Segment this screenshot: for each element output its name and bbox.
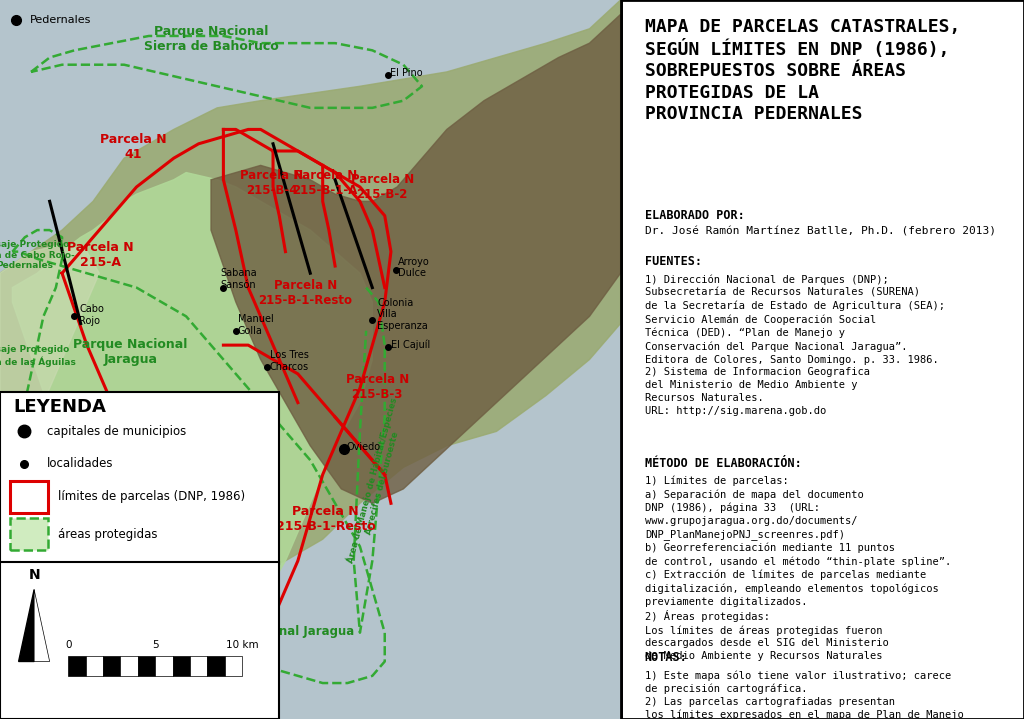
Text: Parque Nacional
Sierra de Bahoruco: Parque Nacional Sierra de Bahoruco: [143, 25, 279, 53]
Text: Manuel
Golla: Manuel Golla: [238, 314, 273, 336]
Text: Parcela N
215-A: Parcela N 215-A: [153, 436, 219, 463]
Bar: [172, 656, 189, 676]
Text: Paisaje Protegido
Bahía de las Águilas: Paisaje Protegido Bahía de las Águilas: [0, 345, 76, 367]
Text: Parcela N
215-B-3: Parcela N 215-B-3: [346, 373, 409, 400]
Text: Parcela N
41: Parcela N 41: [100, 134, 167, 161]
Text: El Pino: El Pino: [390, 68, 422, 78]
Text: Parcela N
215-B-1-Resto: Parcela N 215-B-1-Resto: [275, 505, 376, 533]
Text: NOTAS:: NOTAS:: [645, 651, 687, 664]
Bar: [121, 656, 138, 676]
Text: Oviedo: Oviedo: [346, 442, 380, 452]
Text: Parque Nacional
Jaragua: Parque Nacional Jaragua: [79, 644, 187, 672]
Text: Parcela N
215-B-2: Parcela N 215-B-2: [350, 173, 414, 201]
Text: localidades: localidades: [46, 457, 113, 470]
Text: Área de Manejo de Hábitat/Especies
Arrecifes del Suroeste: Área de Manejo de Hábitat/Especies Arrec…: [344, 397, 409, 567]
Polygon shape: [0, 244, 99, 475]
Text: ELABORADO POR:: ELABORADO POR:: [645, 209, 744, 221]
Text: MAPA DE PARCELAS CATASTRALES,
SEGÚN LÍMITES EN DNP (1986),
SOBREPUESTOS SOBRE ÁR: MAPA DE PARCELAS CATASTRALES, SEGÚN LÍMI…: [645, 18, 961, 123]
Text: Parcela N
215-B-1-A: Parcela N 215-B-1-A: [293, 170, 357, 197]
Text: áreas protegidas: áreas protegidas: [58, 528, 158, 541]
Polygon shape: [211, 14, 621, 503]
Text: N: N: [29, 569, 40, 582]
Text: 0: 0: [65, 640, 72, 650]
Polygon shape: [18, 590, 34, 661]
Text: 1) Dirección Nacional de Parques (DNP);
Subsecretaría de Recursos Naturales (SUR: 1) Dirección Nacional de Parques (DNP); …: [645, 275, 945, 416]
Text: 1) Este mapa sólo tiene valor ilustrativo; carece
de precisión cartográfica.
2) : 1) Este mapa sólo tiene valor ilustrativ…: [645, 670, 964, 719]
Bar: [10, 481, 48, 513]
Text: Paisaje Protegido
Playa de Cabo Rojo-
Pedernales: Paisaje Protegido Playa de Cabo Rojo- Pe…: [0, 240, 75, 270]
Text: Paisaje
Protegido
Playa Larga: Paisaje Protegido Playa Larga: [51, 506, 111, 536]
Text: Parcela N
215-A: Parcela N 215-A: [230, 446, 266, 510]
Text: Paisaje
Protegido
Playa Blanca: Paisaje Protegido Playa Blanca: [138, 553, 203, 583]
Bar: [103, 656, 121, 676]
Bar: [0, 392, 280, 564]
Text: Parque Nacional Jaragua: Parque Nacional Jaragua: [191, 625, 354, 638]
Text: Cabo
Rojo: Cabo Rojo: [80, 304, 104, 326]
Text: límites de parcelas (DNP, 1986): límites de parcelas (DNP, 1986): [58, 490, 246, 503]
Bar: [69, 656, 86, 676]
Bar: [224, 656, 242, 676]
Text: Dr. José Ramón Martínez Batlle, Ph.D. (febrero 2013): Dr. José Ramón Martínez Batlle, Ph.D. (f…: [645, 226, 995, 237]
Text: Sabana
Sansón: Sabana Sansón: [220, 268, 257, 290]
Text: Parcela N
215-A: Parcela N 215-A: [68, 242, 134, 269]
Bar: [10, 518, 48, 550]
Text: Parque Nacional
Jaragua: Parque Nacional Jaragua: [73, 339, 187, 366]
Bar: [207, 656, 224, 676]
Text: Colonia
Villa
Esperanza: Colonia Villa Esperanza: [377, 298, 428, 331]
Text: El Cajuíl: El Cajuíl: [391, 340, 430, 350]
Text: FUENTES:: FUENTES:: [645, 255, 701, 268]
Text: MÉTODO DE ELABORACIÓN:: MÉTODO DE ELABORACIÓN:: [645, 457, 802, 470]
Text: LEYENDA: LEYENDA: [13, 398, 106, 416]
Polygon shape: [12, 173, 373, 661]
Text: Los Tres
Charcos: Los Tres Charcos: [270, 350, 309, 372]
Polygon shape: [0, 0, 621, 611]
Text: Arroyo
Dulce: Arroyo Dulce: [398, 257, 430, 278]
Polygon shape: [34, 590, 49, 661]
Text: 5: 5: [152, 640, 159, 650]
Bar: [189, 656, 207, 676]
Bar: [0, 562, 280, 719]
Bar: [156, 656, 172, 676]
Text: capitales de municipios: capitales de municipios: [46, 425, 185, 438]
Text: Parcela N
215-B-4: Parcela N 215-B-4: [241, 170, 303, 197]
Bar: [86, 656, 103, 676]
Text: Parcela N
215-B-1-Resto: Parcela N 215-B-1-Resto: [258, 280, 352, 307]
Text: Pedernales: Pedernales: [30, 15, 91, 25]
Bar: [138, 656, 156, 676]
Text: 1) Límites de parcelas:
a) Separación de mapa del documento
DNP (1986), página 3: 1) Límites de parcelas: a) Separación de…: [645, 476, 951, 661]
Text: 10 km: 10 km: [225, 640, 258, 650]
